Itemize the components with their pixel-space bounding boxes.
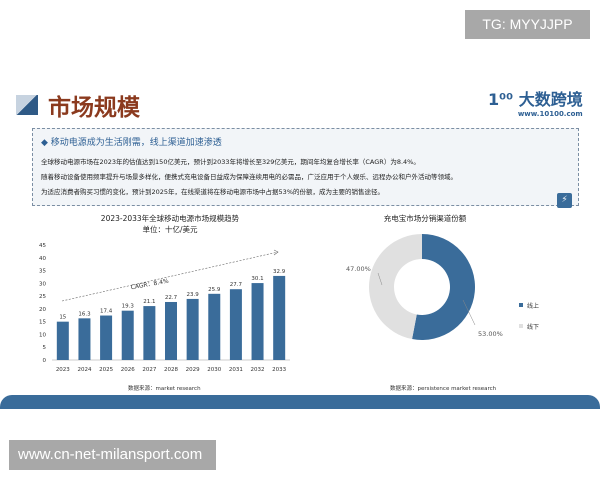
paragraph: 全球移动电源市场在2023年的估值达到150亿美元，预计到2033年将增长至32… — [41, 158, 420, 166]
bar-chart-subtitle: 单位：十亿/美元 — [142, 225, 198, 234]
data-label: 19.3 — [122, 304, 135, 310]
highlight-box: ◆ 移动电源成为生活刚需，线上渠道加速渗透 全球移动电源市场在2023年的估值达… — [32, 128, 579, 206]
data-label: 17.4 — [100, 309, 113, 315]
data-label: 30.1 — [251, 276, 263, 282]
donut-slice — [369, 234, 422, 340]
x-tick-label: 2031 — [229, 367, 243, 373]
data-label: 21.1 — [143, 299, 155, 305]
cagr-annotation: CAGR：8.4% — [130, 278, 169, 292]
slide-title: 市场规模 — [48, 95, 140, 121]
y-tick-label: 45 — [39, 243, 46, 249]
x-tick-label: 2023 — [56, 367, 70, 373]
bar — [78, 318, 91, 360]
highlight-heading: ◆ 移动电源成为生活刚需，线上渠道加速渗透 — [41, 138, 222, 148]
legend-label: 线下 — [527, 323, 539, 331]
x-tick-label: 2025 — [99, 367, 113, 373]
x-tick-label: 2028 — [164, 367, 178, 373]
watermark-top: TG: MYYJJPP — [465, 10, 590, 39]
bar — [251, 283, 264, 360]
bar — [186, 298, 199, 360]
data-label: 32.9 — [273, 269, 286, 275]
legend-swatch — [519, 303, 523, 307]
data-label: 15 — [59, 315, 66, 321]
y-tick-label: 30 — [39, 281, 46, 287]
bar — [208, 293, 221, 360]
y-tick-label: 35 — [39, 269, 46, 275]
y-tick-label: 20 — [39, 307, 46, 313]
watermark-bottom: www.cn-net-milansport.com — [9, 440, 216, 470]
x-tick-label: 2027 — [142, 367, 156, 373]
bar-chart: 05101520253035404515202316.3202417.42025… — [39, 243, 290, 373]
bar — [165, 301, 177, 360]
logo-name: 大数跨境 — [518, 90, 583, 109]
footer-bar — [0, 395, 600, 409]
slice-label: 53.00% — [478, 330, 503, 338]
bar — [56, 321, 69, 360]
leader-line — [377, 272, 383, 286]
bolt-icon: ⚡ — [557, 193, 572, 208]
y-tick-label: 10 — [39, 332, 46, 338]
bar — [143, 306, 156, 360]
x-tick-label: 2030 — [207, 367, 221, 373]
data-label: 23.9 — [187, 292, 200, 298]
x-tick-label: 2032 — [251, 367, 265, 373]
cagr-arrow — [61, 251, 279, 302]
bar-chart-source: 数据来源：market research — [128, 386, 201, 392]
data-label: 16.3 — [78, 311, 91, 317]
bar-chart-title: 2023-2033年全球移动电源市场规模趋势 — [100, 214, 240, 223]
y-tick-label: 25 — [39, 294, 46, 300]
data-label: 27.7 — [230, 282, 243, 288]
y-tick-label: 15 — [39, 320, 46, 326]
pie-chart-source: 数据来源：persistence market research — [390, 386, 497, 392]
x-tick-label: 2033 — [272, 367, 286, 373]
y-tick-label: 40 — [39, 256, 46, 262]
title-decoration — [16, 95, 38, 115]
x-tick-label: 2026 — [121, 367, 135, 373]
bar — [121, 310, 134, 360]
bar — [100, 315, 113, 360]
logo-url: www.10100.com — [517, 110, 583, 118]
paragraph: 为适应消费者购买习惯的变化，预计到2025年，在线渠道将在移动电源市场中占据53… — [41, 188, 384, 196]
data-label: 22.7 — [165, 295, 178, 301]
y-tick-label: 5 — [43, 345, 47, 351]
arrow-head — [273, 249, 279, 256]
logo: 1⁰⁰ 大数跨境 www.10100.com — [488, 90, 583, 118]
leader-line — [462, 299, 476, 326]
data-label: 25.9 — [208, 287, 221, 293]
slice-label: 47.00% — [346, 265, 371, 273]
pie-chart-title: 充电宝市场分销渠道份额 — [383, 214, 467, 223]
legend-swatch — [519, 324, 523, 328]
donut-slice — [412, 234, 475, 340]
x-tick-label: 2024 — [77, 367, 91, 373]
bar — [273, 275, 286, 360]
paragraph: 随着移动设备使用频率提升与场景多样化，便携式充电设备日益成为保障连续用电的必需品… — [41, 173, 457, 181]
x-tick-label: 2029 — [186, 367, 200, 373]
bar — [229, 289, 242, 360]
legend-label: 线上 — [527, 302, 539, 310]
y-tick-label: 0 — [43, 358, 47, 364]
